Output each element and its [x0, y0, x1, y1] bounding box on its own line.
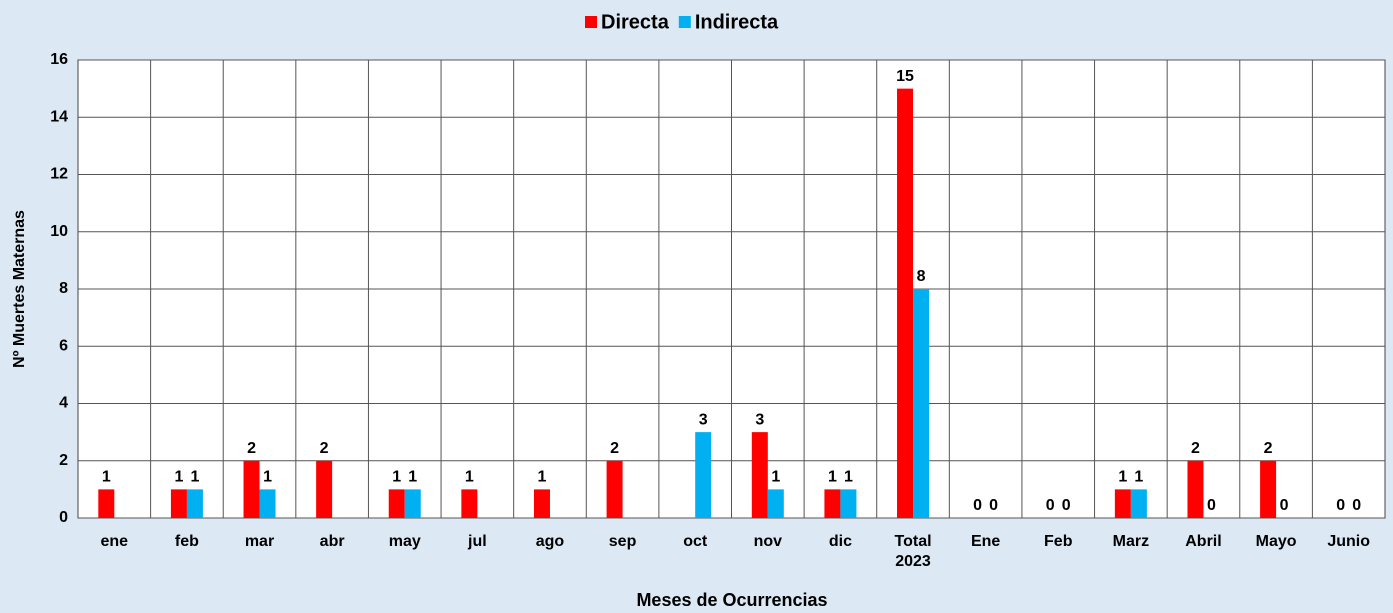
legend-label: Directa: [601, 11, 670, 33]
bar: [840, 489, 857, 518]
y-tick-label: 10: [50, 223, 68, 240]
x-tick-label: may: [388, 533, 421, 550]
x-tick-label: Junio: [1327, 533, 1371, 550]
bar: [897, 88, 914, 518]
y-tick-label: 8: [59, 280, 68, 297]
data-label: 1: [1118, 469, 1127, 486]
x-tick-label: ene: [100, 533, 129, 550]
bar: [243, 460, 260, 518]
legend-label: Indirecta: [695, 11, 779, 33]
x-tick-label: Total 2023: [894, 533, 932, 570]
data-label: 1: [465, 469, 474, 486]
data-label: 1: [102, 469, 111, 486]
data-label: 1: [538, 469, 547, 486]
data-label: 1: [828, 469, 837, 486]
data-label: 3: [755, 411, 764, 428]
data-label: 0: [1352, 497, 1361, 514]
bar: [1130, 489, 1147, 518]
x-tick-label: Ene: [970, 533, 1001, 550]
y-tick-label: 6: [59, 337, 68, 354]
data-label: 2: [610, 440, 619, 457]
x-tick-label: ago: [535, 533, 565, 550]
data-label: 1: [844, 469, 853, 486]
data-label: 3: [699, 411, 708, 428]
data-label: 2: [1264, 440, 1273, 457]
data-label: 0: [1207, 497, 1216, 514]
data-label: 0: [1062, 497, 1071, 514]
data-label: 0: [1280, 497, 1289, 514]
bar: [259, 489, 276, 518]
x-tick-label: mar: [244, 533, 275, 550]
x-tick-label: Feb: [1044, 533, 1073, 550]
data-label: 1: [190, 469, 199, 486]
data-label: 0: [1336, 497, 1345, 514]
y-tick-label: 0: [59, 509, 68, 526]
data-label: 1: [1134, 469, 1143, 486]
x-tick-label: Abril: [1185, 533, 1222, 550]
bar: [767, 489, 784, 518]
x-tick-label: sep: [608, 533, 637, 550]
data-label: 1: [174, 469, 183, 486]
data-label: 1: [771, 469, 780, 486]
bar: [388, 489, 405, 518]
data-label: 0: [989, 497, 998, 514]
x-tick-label: nov: [753, 533, 783, 550]
data-label: 0: [1046, 497, 1055, 514]
data-label: 0: [973, 497, 982, 514]
bar: [606, 460, 623, 518]
bar: [461, 489, 478, 518]
data-label: 15: [896, 68, 914, 85]
bar: [824, 489, 841, 518]
bar: [1187, 460, 1204, 518]
data-label: 8: [917, 268, 926, 285]
data-label: 1: [263, 469, 272, 486]
y-axis-title: Nº Muertes Maternas: [11, 210, 28, 368]
y-tick-label: 14: [50, 108, 68, 125]
bar: [913, 289, 930, 518]
x-tick-label: Marz: [1112, 533, 1150, 550]
bar: [170, 489, 187, 518]
x-tick-label: oct: [683, 533, 708, 550]
bar: [1260, 460, 1277, 518]
bar: [533, 489, 550, 518]
x-tick-label: Mayo: [1255, 533, 1297, 550]
y-tick-label: 16: [50, 51, 68, 68]
legend-swatch: [678, 16, 691, 28]
x-tick-label: abr: [319, 533, 345, 550]
data-label: 2: [247, 440, 256, 457]
data-label: 2: [320, 440, 329, 457]
x-tick-label: dic: [828, 533, 852, 550]
y-tick-label: 12: [50, 166, 68, 183]
bar: [695, 432, 712, 518]
bar: [404, 489, 421, 518]
data-label: 1: [408, 469, 417, 486]
data-label: 1: [392, 469, 401, 486]
y-tick-label: 4: [59, 395, 68, 412]
bar: [98, 489, 115, 518]
x-tick-label: feb: [174, 533, 199, 550]
bar: [316, 460, 333, 518]
bar: [186, 489, 203, 518]
bar: [751, 432, 768, 518]
bar: [1114, 489, 1131, 518]
x-tick-label: jul: [468, 533, 487, 550]
y-tick-label: 2: [59, 452, 68, 469]
data-label: 2: [1191, 440, 1200, 457]
legend-swatch: [585, 16, 597, 28]
x-axis-title: Meses de Ocurrencias: [636, 590, 827, 610]
